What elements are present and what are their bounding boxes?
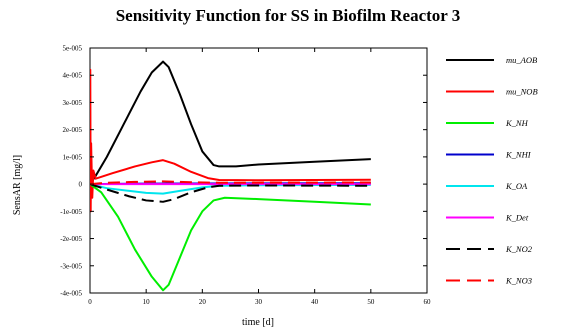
chart-title: Sensitivity Function for SS in Biofilm R… (115, 6, 461, 25)
x-tick-label: 40 (311, 298, 319, 306)
plot-area (89, 47, 428, 294)
legend-label: K_NO3 (505, 276, 532, 286)
y-tick-label: -2e-005 (60, 235, 82, 243)
legend: mu_AOB mu_NOB K_NH K_NHI K_OA K_Det K_NO2 K_NO3 (446, 55, 538, 286)
legend-label: K_OA (505, 181, 528, 191)
legend-label: K_Det (505, 213, 529, 223)
legend-label: K_NO2 (505, 244, 533, 254)
legend-label: K_NH (505, 118, 529, 128)
x-axis-label: time [d] (242, 317, 274, 328)
series-line-k-nh (90, 183, 371, 292)
legend-label: mu_AOB (506, 55, 537, 65)
y-tick-label: 2e-005 (63, 126, 83, 134)
y-tick-label: -1e-005 (60, 208, 82, 216)
y-tick-label: 0 (79, 181, 83, 189)
series-line-mu-aob (90, 60, 371, 185)
legend-label: mu_NOB (506, 87, 538, 97)
series-line-mu-nob (90, 68, 371, 213)
y-tick-label: -4e-005 (60, 290, 82, 298)
y-axis-label: SensAR [mg/l] (12, 155, 23, 215)
series-line-k-no2 (90, 183, 371, 203)
legend-label: K_NHI (505, 150, 532, 160)
x-axis-ticks: 0 10 20 30 40 50 60 (88, 48, 431, 306)
x-tick-label: 60 (424, 298, 432, 306)
x-tick-label: 20 (199, 298, 207, 306)
x-tick-label: 0 (88, 298, 92, 306)
y-tick-label: -3e-005 (60, 262, 82, 270)
y-tick-label: 5e-005 (63, 45, 83, 53)
y-tick-label: 3e-005 (63, 99, 83, 107)
plot-frame (89, 47, 428, 294)
x-tick-label: 10 (143, 298, 151, 306)
x-tick-label: 30 (255, 298, 263, 306)
y-axis-ticks: -4e-005 -3e-005 -2e-005 -1e-005 0 1e-005 2e-00… (60, 45, 427, 298)
y-tick-label: 4e-005 (63, 72, 83, 80)
y-tick-label: 1e-005 (63, 153, 83, 161)
series-group (90, 60, 371, 292)
x-tick-label: 50 (367, 298, 375, 306)
series-line-k-no3 (90, 180, 371, 186)
